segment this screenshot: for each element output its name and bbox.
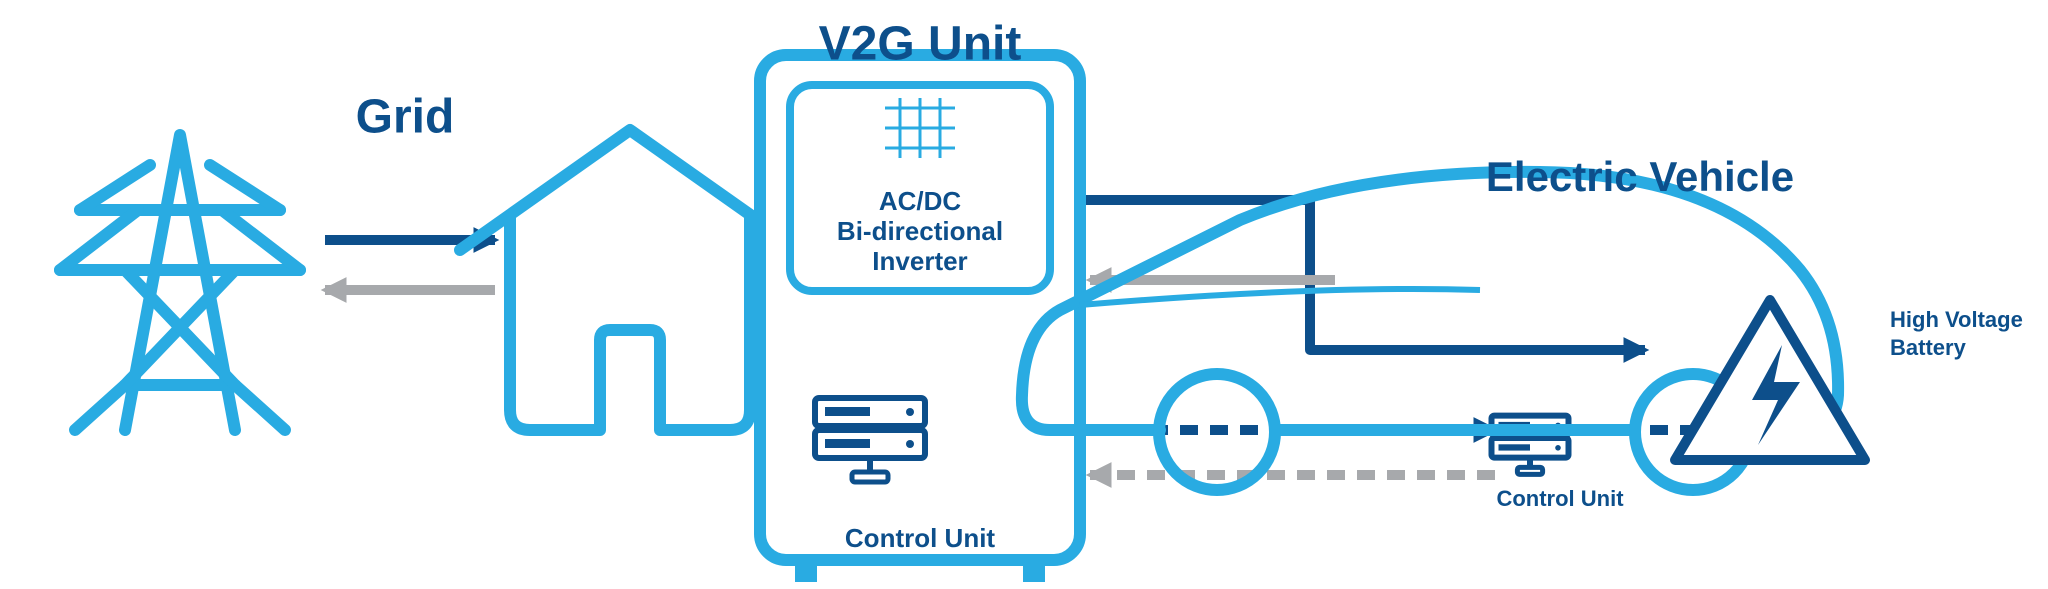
ev-title: Electric Vehicle	[1486, 153, 1794, 200]
v2g-title: V2G Unit	[819, 18, 1022, 71]
circuit-icon	[885, 98, 955, 158]
control-unit-car-label: Control Unit	[1496, 486, 1624, 511]
control-unit-label: Control Unit	[845, 523, 996, 553]
v2g-cabinet	[760, 55, 1080, 582]
inverter-label: AC/DC	[879, 186, 962, 216]
grid-title: Grid	[356, 91, 455, 144]
house-icon	[460, 130, 800, 430]
label-text: Bi-directional	[837, 216, 1003, 246]
label-text: Inverter	[872, 246, 967, 276]
battery-label: High Voltage	[1890, 307, 2023, 332]
label-text: Battery	[1890, 335, 1967, 360]
pylon-icon	[60, 135, 300, 430]
